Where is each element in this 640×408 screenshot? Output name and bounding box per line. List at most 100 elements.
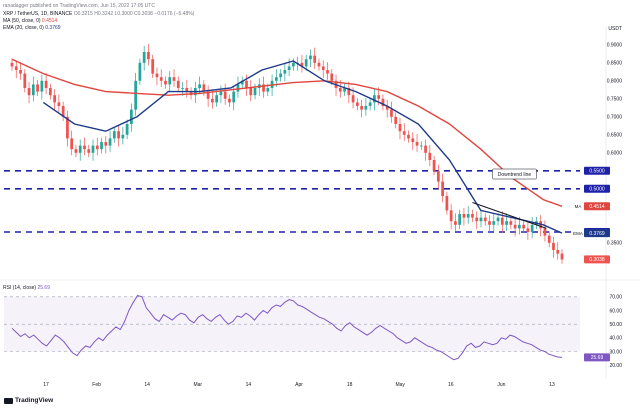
candle-body (560, 253, 564, 260)
candle-body (279, 73, 282, 78)
candle-body (198, 84, 201, 88)
candle-body (215, 95, 219, 103)
candle-body (172, 77, 176, 81)
candle-body (236, 84, 240, 92)
candle-body (415, 142, 419, 146)
rsi-legend: RSI (14, close) 25.69 (3, 285, 50, 292)
candle-body (419, 145, 423, 147)
published-by: ranadagger published on TradingView.com,… (3, 3, 155, 9)
candle-body (14, 66, 18, 70)
value-tag (584, 255, 610, 264)
rsi-line (11, 294, 563, 361)
candle-body (381, 98, 385, 106)
candle-body (159, 77, 163, 81)
rsi-value-tag (584, 353, 610, 362)
candle-body (466, 214, 470, 218)
ma-legend: MA (50, close, 0) 0.4514 (3, 18, 57, 25)
time-tick-label: 17 (43, 382, 49, 388)
candle-body (505, 221, 508, 225)
candle-body (364, 106, 368, 110)
price-tick-label: 0.9000 (607, 43, 623, 49)
value-tag-name: MA (575, 204, 582, 209)
ma-legend-value: 0.4514 (41, 18, 58, 24)
time-tick-label: Jun (497, 382, 505, 388)
candle-body (304, 59, 308, 67)
candle-body (70, 138, 74, 150)
time-axis: 17 Feb 14 Mar 14 Apr 18 May 16 Jun 13 (43, 382, 555, 388)
ma-legend-label: MA (50, close, 0) (3, 18, 41, 24)
candle-body (522, 224, 526, 229)
candle-body (78, 145, 82, 153)
rsi-value-tag-label: 25.69 (591, 355, 604, 361)
level-tag (584, 184, 610, 193)
candle-body (394, 116, 398, 124)
candle-body (492, 221, 496, 225)
time-tick-label: 18 (347, 382, 353, 388)
time-tick-label: 14 (246, 382, 252, 388)
level-tag (584, 166, 610, 175)
candle-body (23, 73, 27, 88)
ema-legend-value: 0.3769 (45, 25, 61, 31)
candle-body (509, 221, 513, 225)
level-tag-label: 0.5000 (589, 187, 605, 193)
candle-body (411, 138, 415, 142)
time-tick-label: 13 (549, 382, 555, 388)
candle-body (488, 221, 491, 225)
tradingview-logo[interactable]: TradingView (4, 397, 53, 404)
candle-body (483, 217, 487, 222)
candle-body (496, 217, 500, 222)
price-tick-label: 0.8000 (607, 79, 623, 85)
candle-body (164, 80, 167, 85)
candle-body (249, 88, 253, 96)
candle-body (95, 145, 99, 150)
rsi-tick-label: 30.00 (609, 349, 622, 355)
candle-body (240, 80, 244, 85)
candlesticks (10, 44, 564, 264)
candle-body (10, 62, 14, 67)
annotation-box (492, 168, 537, 180)
candle-body (500, 217, 504, 225)
candle-body (232, 91, 236, 103)
price-tick-label: 0.8500 (607, 61, 623, 67)
candle-body (449, 210, 453, 222)
time-tick-label: 14 (144, 382, 150, 388)
candle-body (53, 95, 57, 103)
candle-body (36, 84, 39, 92)
ma-50-line (11, 58, 563, 207)
candle-body (253, 88, 257, 96)
candle-body (479, 217, 483, 222)
candle-body (202, 84, 206, 92)
candle-body (44, 80, 48, 88)
value-tag-name: EMA (573, 231, 583, 236)
candle-body (530, 224, 534, 232)
rsi-tick-label: 70.00 (609, 295, 622, 301)
candle-body (168, 77, 172, 85)
candle-body (287, 66, 291, 70)
candle-body (458, 214, 462, 225)
candle-body (83, 145, 86, 150)
downtrend-line (472, 202, 547, 229)
candle-body (517, 224, 521, 229)
moving-average-lines (11, 58, 563, 234)
candle-body (283, 70, 287, 74)
rsi-legend-value: 25.69 (37, 285, 50, 291)
candle-body (108, 138, 112, 146)
candle-body (360, 106, 363, 110)
candle-body (206, 91, 210, 99)
candle-body (407, 134, 410, 139)
candle-body (274, 77, 278, 81)
candle-body (436, 170, 440, 182)
price-tick-label: 0.6000 (607, 151, 623, 157)
candle-body (211, 98, 214, 103)
candle-body (155, 73, 159, 78)
candle-body (556, 250, 560, 254)
candle-body (471, 214, 474, 218)
candle-body (40, 80, 44, 92)
candle-body (377, 95, 381, 99)
price-tick-label: 0.3500 (607, 241, 623, 247)
candle-body (66, 116, 69, 139)
candle-body (445, 196, 449, 211)
candle-body (326, 70, 329, 74)
price-tick-label: 0.7000 (607, 115, 623, 121)
candle-body (48, 88, 52, 96)
